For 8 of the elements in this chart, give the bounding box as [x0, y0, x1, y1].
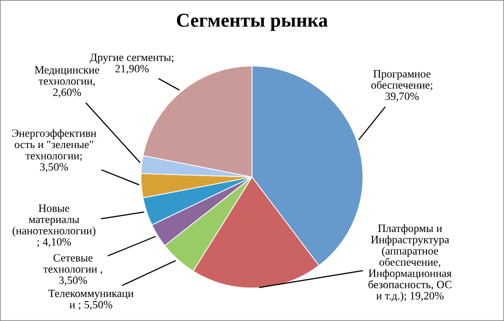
slice-label: Телекоммуникаци и ; 5,50%	[48, 290, 134, 310]
chart-title: Сегменты рынка	[176, 14, 328, 31]
slice-label: Новые материалы (нанотехнологии) ; 4,10%	[12, 204, 96, 248]
slice-label: Медицинские технологии, 2,60%	[34, 66, 100, 98]
slice-label: Програмное обеспечение; 39,70%	[371, 70, 432, 102]
slice-label: Сетевые технологии , 3,50%	[43, 254, 102, 286]
slice-label: Энергоэффективн ость и "зеленые" технологии; 3,50%	[12, 129, 96, 172]
slice-label: Платформы и Инфраструктура (аппаратное обеспечение, Информационная безопасность, ОС и т.д.); 19,20%	[368, 224, 452, 302]
